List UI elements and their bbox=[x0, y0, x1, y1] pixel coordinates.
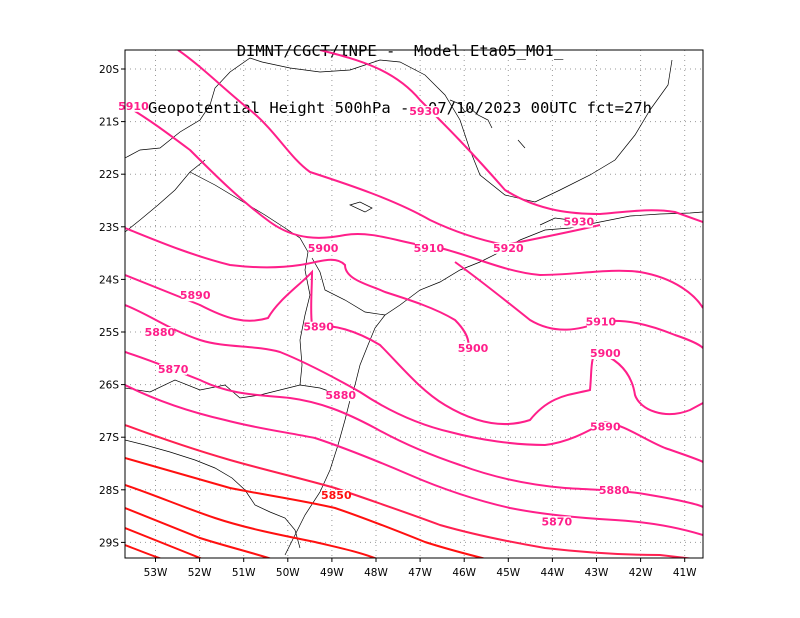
contour-label: 5870 bbox=[541, 515, 572, 528]
contour-5810 bbox=[125, 544, 163, 558]
state-border-ms-sp bbox=[125, 57, 263, 159]
lat-tick-label: 26S bbox=[99, 380, 119, 392]
lat-tick-label: 22S bbox=[99, 169, 119, 181]
lat-tick-label: 28S bbox=[99, 485, 119, 497]
contour-label: 5880 bbox=[325, 389, 356, 402]
contour-label: 5900 bbox=[458, 342, 489, 355]
contour-label-halo bbox=[322, 490, 351, 502]
lat-tick-label: 21S bbox=[99, 117, 119, 129]
contour-label: 5920 bbox=[493, 242, 524, 255]
contour-label: 5910 bbox=[586, 315, 617, 328]
coastline bbox=[311, 211, 703, 316]
contour-5860 bbox=[125, 424, 695, 558]
contour-label-halo bbox=[309, 242, 338, 254]
contour-label: 5870 bbox=[158, 363, 189, 376]
lon-tick-label: 48W bbox=[364, 567, 388, 579]
lon-tick-label: 44W bbox=[541, 567, 565, 579]
contour-label-halo bbox=[326, 390, 355, 402]
lon-tick-label: 46W bbox=[452, 567, 476, 579]
contour-5900-east bbox=[454, 261, 703, 349]
contour-label: 5890 bbox=[590, 421, 621, 434]
contour-label-halo bbox=[600, 484, 629, 496]
contour-label: 5910 bbox=[414, 242, 445, 255]
contour-5930-north bbox=[319, 50, 703, 223]
boundaries bbox=[125, 57, 703, 556]
lon-tick-label: 43W bbox=[585, 567, 609, 579]
contour-label: 5910 bbox=[118, 100, 149, 113]
lat-tick-label: 29S bbox=[99, 537, 119, 549]
lat-tick-label: 24S bbox=[99, 274, 119, 286]
contour-5910-nw bbox=[125, 104, 703, 309]
state-border-pr-sc bbox=[125, 379, 351, 401]
contour-5850 bbox=[125, 457, 487, 558]
contour-label: 5930 bbox=[409, 105, 440, 118]
lon-tick-label: 41W bbox=[673, 567, 697, 579]
contour-5890 bbox=[125, 269, 314, 326]
contour-label: 5880 bbox=[145, 326, 176, 339]
contour-label-halo bbox=[410, 106, 439, 118]
contour-label-halo bbox=[591, 348, 620, 360]
contour-label-halo bbox=[304, 321, 333, 333]
chart-title: DIMNT/CGCT/INPE - Model Eta05_M01_ Geopo… bbox=[0, 4, 800, 137]
title-line-2: Geopotential Height 500hPa - 07/10/2023 … bbox=[148, 99, 652, 117]
contour-label-halo bbox=[542, 516, 571, 528]
lon-tick-label: 49W bbox=[320, 567, 344, 579]
lon-tick-label: 42W bbox=[629, 567, 653, 579]
plot-frame bbox=[124, 49, 704, 559]
contour-5900 bbox=[125, 227, 470, 349]
contour-label-halo bbox=[145, 327, 174, 338]
contour-label: 5930 bbox=[564, 216, 595, 229]
lat-tick-label: 27S bbox=[99, 432, 119, 444]
lat-tick-label: 25S bbox=[99, 327, 119, 339]
axis-ticks: 20S 21S 22S 23S 24S 25S 26S 27S 28S 29S 53W 52W 51W 5… bbox=[99, 64, 697, 579]
contour-label: 5880 bbox=[599, 484, 630, 497]
lon-tick-label: 53W bbox=[144, 567, 168, 579]
contour-label-halo bbox=[119, 100, 148, 112]
bay-islands bbox=[349, 99, 581, 226]
lon-tick-label: 45W bbox=[496, 567, 520, 579]
lat-tick-label: 20S bbox=[99, 64, 119, 76]
contour-5830 bbox=[125, 507, 272, 558]
contour-5870 bbox=[125, 351, 703, 508]
lon-tick-label: 50W bbox=[276, 567, 300, 579]
state-border-sp-pr bbox=[189, 171, 309, 253]
lon-tick-label: 47W bbox=[408, 567, 432, 579]
contour-label-halo bbox=[459, 342, 488, 354]
lon-tick-label: 52W bbox=[188, 567, 212, 579]
contour-5840 bbox=[125, 484, 378, 558]
contour-label-halo bbox=[181, 290, 210, 302]
state-border-sp-mg bbox=[261, 59, 673, 203]
contour-5880 bbox=[125, 304, 703, 463]
contour-label-halo bbox=[159, 363, 188, 375]
lat-tick-label: 23S bbox=[99, 222, 119, 234]
contour-label: 5890 bbox=[303, 321, 334, 334]
contour-5890-mid bbox=[311, 324, 703, 426]
contour-label: 5900 bbox=[308, 242, 339, 255]
contour-label-halo bbox=[586, 316, 615, 328]
contour-label: 5850 bbox=[321, 489, 352, 502]
contour-label: 5890 bbox=[180, 289, 211, 302]
title-line-1: DIMNT/CGCT/INPE - Model Eta05_M01_ bbox=[236, 42, 564, 60]
lon-tick-label: 51W bbox=[232, 567, 256, 579]
state-border-sc-rs bbox=[299, 251, 311, 386]
contour-label-halo bbox=[564, 216, 593, 228]
contour-labels: 5910 5930 5930 5920 5910 5900 5890 5880 5890 5910… bbox=[118, 100, 630, 529]
contour-5820 bbox=[125, 527, 203, 558]
contour-label-halo bbox=[591, 421, 620, 433]
contour-5870-2 bbox=[125, 384, 703, 536]
contour-label-halo bbox=[494, 242, 523, 254]
coastline-south bbox=[284, 314, 386, 556]
state-border-ms-pr bbox=[125, 159, 206, 233]
contour-label-halo bbox=[414, 242, 443, 254]
country-border-west bbox=[125, 439, 301, 549]
contour-label: 5900 bbox=[590, 347, 621, 360]
contour-5910-west bbox=[177, 50, 601, 247]
